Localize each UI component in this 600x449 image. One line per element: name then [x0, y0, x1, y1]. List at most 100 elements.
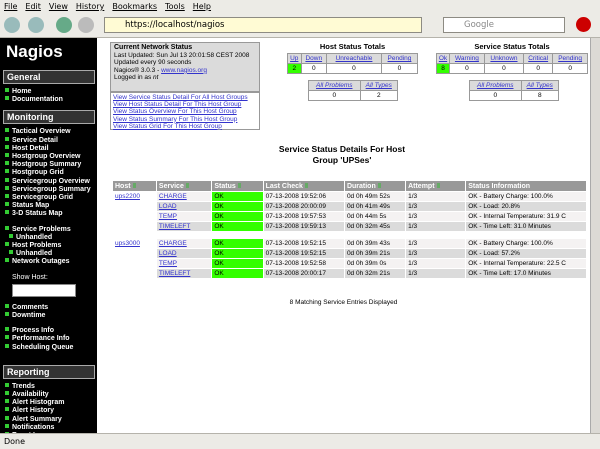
totals-header[interactable]: Down — [300, 53, 328, 64]
nav-label[interactable]: Network Outages — [12, 258, 70, 266]
nav-label[interactable]: Alert Summary — [12, 415, 62, 423]
nav-item[interactable]: Servicegroup Overview — [0, 177, 97, 186]
nav-item[interactable]: Documentation — [0, 96, 97, 104]
nav-item[interactable]: Service Problems — [0, 225, 97, 234]
nav-label[interactable]: Hostgroup Summary — [12, 161, 82, 169]
nav-label[interactable]: Comments — [12, 303, 49, 311]
nav-item[interactable]: Tactical Overview — [0, 128, 97, 136]
totals-header[interactable]: Critical — [523, 53, 554, 64]
menu-item[interactable]: File — [4, 2, 18, 11]
nav-item[interactable]: Network Outages — [0, 258, 97, 266]
service-link[interactable]: TEMP — [158, 260, 177, 267]
nav-item[interactable]: Comments — [0, 303, 97, 312]
nav-label[interactable]: Home — [12, 88, 32, 95]
sort-arrows[interactable] — [436, 182, 440, 188]
menu-item[interactable]: History — [75, 2, 105, 11]
nav-item[interactable]: Alert Summary — [0, 415, 97, 424]
totals-header[interactable]: Unknown — [483, 53, 525, 64]
service-link[interactable]: LOAD — [158, 203, 177, 210]
nav-label[interactable]: 3-D Status Map — [12, 210, 63, 218]
nav-label[interactable]: Servicegroup Grid — [12, 194, 74, 202]
menu-item[interactable]: Bookmarks — [112, 2, 158, 11]
nav-link[interactable]: View Status Summary For This Host Group — [113, 115, 238, 123]
nav-label[interactable]: Alert Histogram — [12, 399, 65, 407]
version-link[interactable]: www.nagios.org — [161, 66, 207, 74]
nav-label[interactable]: Host Problems — [12, 242, 62, 250]
show-host-input[interactable] — [12, 283, 76, 297]
sort-arrows[interactable] — [132, 182, 136, 188]
nav-item[interactable]: Hostgroup Overview — [0, 153, 97, 161]
nav-item[interactable]: Event Log — [0, 432, 97, 433]
nav-label[interactable]: Unhandled — [16, 233, 53, 241]
totals-header[interactable]: Warning — [449, 53, 485, 64]
nav-label[interactable]: Service Problems — [12, 225, 71, 233]
summary-header[interactable]: All Types — [359, 80, 399, 91]
nav-item[interactable]: Alert History — [0, 407, 97, 415]
summary-header[interactable]: All Problems — [308, 80, 361, 91]
totals-header[interactable]: Unreachable — [326, 53, 382, 64]
nav-label[interactable]: Hostgroup Grid — [12, 169, 64, 177]
service-link[interactable]: LOAD — [158, 250, 177, 257]
totals-header[interactable]: Ok — [436, 53, 450, 64]
nav-label[interactable]: Unhandled — [16, 250, 53, 258]
nav-item[interactable]: Availability — [0, 391, 97, 399]
nav-label[interactable]: Hostgroup Overview — [12, 153, 81, 161]
menu-item[interactable]: Tools — [165, 2, 185, 11]
menu-item[interactable]: View — [48, 2, 68, 11]
nav-item[interactable]: Hostgroup Grid — [0, 169, 97, 177]
nav-item[interactable]: Host Detail — [0, 144, 97, 153]
nav-label[interactable]: Scheduling Queue — [12, 343, 74, 351]
reload-button[interactable] — [56, 17, 72, 33]
nav-link[interactable]: View Service Status Detail For All Host … — [113, 94, 248, 101]
nav-item[interactable]: Downtime — [0, 312, 97, 320]
nav-item[interactable]: Scheduling Queue — [0, 343, 97, 352]
nav-item[interactable]: Unhandled — [0, 233, 97, 242]
nav-label[interactable]: Notifications — [12, 423, 55, 431]
nav-label[interactable]: Tactical Overview — [12, 128, 71, 136]
host-link[interactable]: ups3000 — [115, 240, 140, 247]
nav-item[interactable]: Host Problems — [0, 242, 97, 250]
summary-header[interactable]: All Types — [520, 80, 560, 91]
search-box[interactable]: Google — [443, 17, 565, 33]
nav-label[interactable]: Downtime — [12, 312, 46, 320]
url-bar[interactable]: https://localhost/nagios — [104, 17, 422, 33]
nav-item[interactable]: Hostgroup Summary — [0, 161, 97, 169]
nav-link[interactable]: View Status Grid For This Host Group — [113, 122, 222, 130]
nav-item[interactable]: Servicegroup Summary — [0, 185, 97, 194]
nav-link[interactable]: View Host Status Detail For This Host Gr… — [113, 101, 242, 109]
totals-header[interactable]: Up — [287, 53, 302, 64]
host-link[interactable]: ups2200 — [115, 193, 140, 200]
menu-item[interactable]: Help — [192, 2, 212, 11]
service-link[interactable]: CHARGE — [158, 240, 187, 247]
totals-header[interactable]: Pending — [380, 53, 419, 64]
sort-arrows[interactable] — [377, 182, 381, 188]
sort-arrows[interactable] — [237, 182, 241, 188]
nav-link[interactable]: View Status Overview For This Host Group — [113, 108, 237, 116]
sort-arrows[interactable] — [304, 182, 308, 188]
nav-item[interactable]: Home — [0, 88, 97, 96]
nav-label[interactable]: Servicegroup Summary — [12, 185, 91, 193]
nav-item[interactable]: Servicegroup Grid — [0, 194, 97, 202]
forward-button[interactable] — [28, 17, 44, 33]
service-link[interactable]: TIMELEFT — [158, 223, 191, 230]
service-link[interactable]: TIMELEFT — [158, 270, 191, 277]
nav-label[interactable]: Event Log — [12, 432, 46, 433]
nav-label[interactable]: Documentation — [12, 96, 63, 104]
nav-item[interactable]: 3-D Status Map — [0, 210, 97, 218]
nav-label[interactable]: Servicegroup Overview — [12, 177, 90, 185]
service-link[interactable]: CHARGE — [158, 193, 187, 200]
nav-item[interactable]: Process Info — [0, 327, 97, 335]
nav-label[interactable]: Availability — [12, 391, 49, 399]
nav-item[interactable]: Service Detail — [0, 136, 97, 145]
nav-item[interactable]: Notifications — [0, 423, 97, 432]
nav-label[interactable]: Status Map — [12, 202, 50, 210]
scrollbar[interactable] — [590, 38, 600, 433]
nav-item[interactable]: Performance Info — [0, 335, 97, 343]
nav-item[interactable]: Alert Histogram — [0, 399, 97, 407]
back-button[interactable] — [4, 17, 20, 33]
nav-label[interactable]: Process Info — [12, 327, 55, 335]
nav-item[interactable]: Unhandled — [0, 250, 97, 258]
service-link[interactable]: TEMP — [158, 213, 177, 220]
nav-label[interactable]: Host Detail — [12, 144, 49, 152]
nav-label[interactable]: Trends — [12, 382, 35, 390]
